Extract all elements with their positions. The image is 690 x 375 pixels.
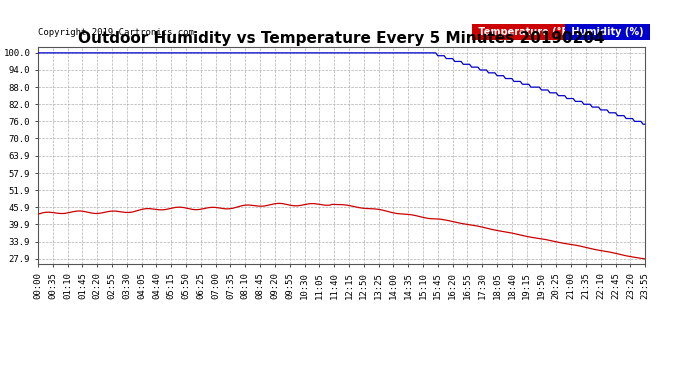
- Text: Copyright 2019 Cartronics.com: Copyright 2019 Cartronics.com: [38, 28, 194, 37]
- Text: Humidity (%): Humidity (%): [568, 27, 647, 37]
- Title: Outdoor Humidity vs Temperature Every 5 Minutes 20190204: Outdoor Humidity vs Temperature Every 5 …: [78, 31, 605, 46]
- Text: Temperature (°F): Temperature (°F): [475, 27, 576, 37]
